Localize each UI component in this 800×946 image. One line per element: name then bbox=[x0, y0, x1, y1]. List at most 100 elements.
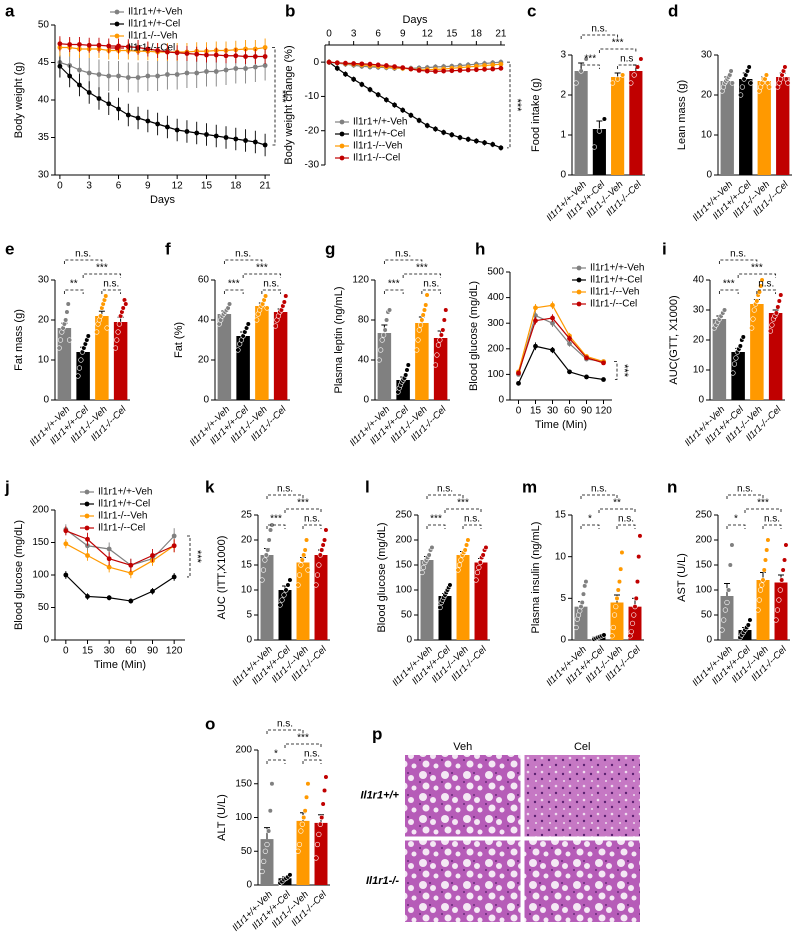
marker bbox=[184, 51, 190, 56]
marker bbox=[367, 61, 373, 67]
bracket-ko bbox=[421, 289, 442, 294]
marker bbox=[116, 73, 121, 79]
bar bbox=[420, 560, 434, 640]
y-tick-label: 20 bbox=[693, 335, 705, 346]
data-point bbox=[724, 599, 730, 606]
marker bbox=[96, 96, 102, 101]
data-point bbox=[323, 774, 329, 780]
bar bbox=[415, 323, 429, 400]
bar bbox=[768, 313, 783, 400]
marker bbox=[482, 66, 487, 72]
data-point bbox=[601, 632, 607, 638]
marker bbox=[150, 553, 155, 558]
x-tick-label: 9 bbox=[145, 181, 151, 192]
marker bbox=[171, 543, 177, 549]
marker bbox=[164, 49, 170, 55]
y-tick-label: 150 bbox=[395, 560, 412, 571]
x-tick-label: 60 bbox=[564, 406, 576, 417]
y-tick-label: 20 bbox=[38, 315, 50, 326]
data-point bbox=[774, 607, 781, 613]
data-point bbox=[596, 128, 602, 134]
significance-label: *** bbox=[228, 279, 240, 290]
data-point bbox=[65, 301, 71, 307]
data-point bbox=[737, 343, 743, 349]
data-point bbox=[777, 587, 783, 593]
marker bbox=[213, 133, 219, 139]
series-line bbox=[517, 314, 604, 375]
data-point bbox=[618, 566, 624, 572]
bracket-veh bbox=[718, 259, 758, 264]
data-point bbox=[319, 547, 325, 553]
bar bbox=[629, 71, 643, 175]
significance-label: *** bbox=[757, 498, 769, 509]
y-tick-label: 45 bbox=[38, 57, 50, 68]
data-point bbox=[424, 292, 430, 298]
y-tick-label: 150 bbox=[695, 560, 712, 571]
y-tick-label: 40 bbox=[693, 275, 705, 286]
data-point bbox=[759, 582, 765, 588]
y-tick-label: 400 bbox=[487, 292, 504, 303]
y-tick-label: 10 bbox=[693, 365, 705, 376]
series-line bbox=[517, 304, 604, 372]
data-point bbox=[403, 372, 409, 378]
marker bbox=[85, 536, 90, 542]
marker bbox=[351, 61, 357, 66]
data-point bbox=[610, 624, 616, 631]
data-point bbox=[573, 624, 579, 631]
data-point bbox=[632, 604, 638, 610]
bracket-cel bbox=[82, 273, 122, 278]
bracket-cel bbox=[284, 508, 322, 513]
data-point bbox=[267, 808, 273, 814]
data-point bbox=[420, 564, 427, 571]
data-point bbox=[733, 355, 739, 361]
data-point bbox=[296, 572, 303, 578]
bar bbox=[217, 314, 232, 400]
data-point bbox=[638, 56, 644, 62]
data-point bbox=[421, 307, 428, 313]
data-point bbox=[583, 579, 589, 585]
marker bbox=[243, 66, 248, 71]
significance-label: ** bbox=[70, 279, 78, 290]
data-point bbox=[264, 305, 270, 311]
data-point bbox=[97, 313, 104, 319]
bar bbox=[738, 630, 752, 640]
data-point bbox=[305, 781, 311, 787]
y-axis-label: Body weight (g) bbox=[13, 62, 25, 138]
x-tick-label: 30 bbox=[104, 646, 116, 657]
data-point bbox=[619, 549, 625, 556]
bracket-wt bbox=[63, 289, 84, 294]
significance-label: *** bbox=[430, 514, 442, 525]
data-point bbox=[378, 347, 384, 353]
marker bbox=[392, 102, 397, 108]
x-tick-label: 15 bbox=[201, 181, 213, 192]
marker bbox=[375, 92, 381, 98]
y-tick-label: 0 bbox=[560, 635, 566, 646]
data-point bbox=[386, 307, 393, 313]
legend-marker bbox=[84, 513, 90, 519]
series-line bbox=[329, 61, 501, 73]
data-point bbox=[633, 595, 639, 601]
bar bbox=[57, 328, 72, 400]
panel-letter: l bbox=[365, 477, 370, 496]
marker bbox=[77, 67, 82, 73]
x-tick-label: 90 bbox=[147, 646, 159, 657]
data-point bbox=[722, 607, 728, 613]
x-tick-label: 18 bbox=[230, 181, 242, 192]
data-point bbox=[775, 304, 781, 310]
legend-label: Il1r1+/+-Cel bbox=[128, 19, 180, 30]
marker bbox=[233, 136, 239, 142]
data-point bbox=[765, 537, 771, 543]
marker bbox=[86, 90, 92, 95]
data-point bbox=[66, 337, 73, 343]
bracket-veh bbox=[266, 494, 304, 499]
data-point bbox=[601, 116, 607, 122]
histology-image bbox=[524, 755, 640, 837]
y-tick-label: 15 bbox=[555, 510, 567, 521]
marker bbox=[252, 139, 258, 145]
data-point bbox=[745, 622, 751, 628]
marker bbox=[262, 45, 268, 50]
data-point bbox=[727, 562, 733, 568]
data-point bbox=[303, 537, 310, 543]
data-point bbox=[721, 617, 727, 623]
marker bbox=[584, 355, 589, 361]
